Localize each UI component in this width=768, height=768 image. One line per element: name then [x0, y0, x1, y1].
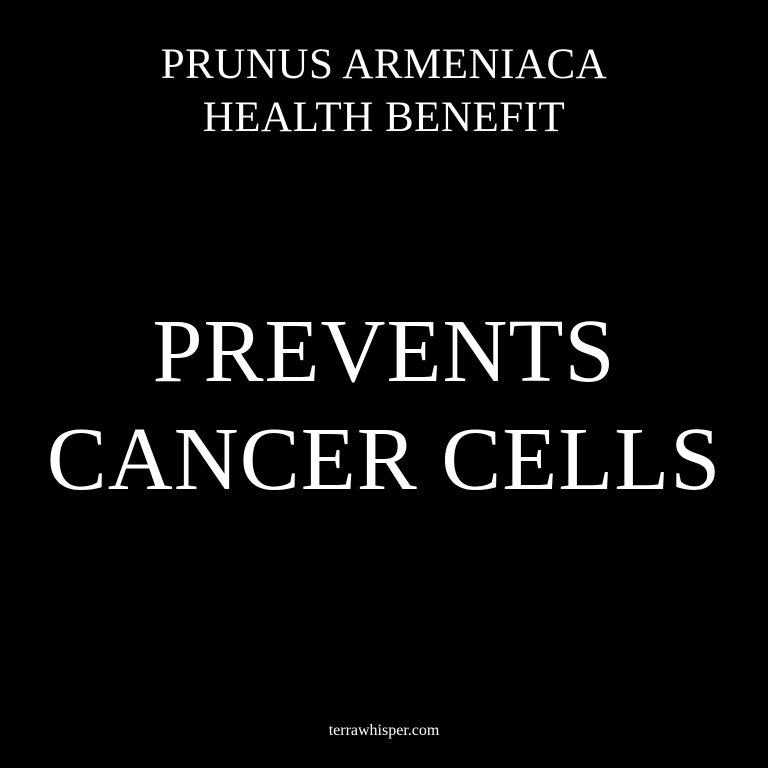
subtitle: PRUNUS ARMENIACA HEALTH BENEFIT — [0, 38, 768, 144]
subtitle-line-2: HEALTH BENEFIT — [202, 94, 566, 141]
headline-line-2: CANCER CELLS — [46, 410, 722, 509]
headline: PREVENTS CANCER CELLS — [0, 298, 768, 514]
subtitle-line-1: PRUNUS ARMENIACA — [160, 41, 608, 88]
site-credit: terrawhisper.com — [328, 722, 440, 739]
headline-line-1: PREVENTS — [152, 302, 616, 401]
